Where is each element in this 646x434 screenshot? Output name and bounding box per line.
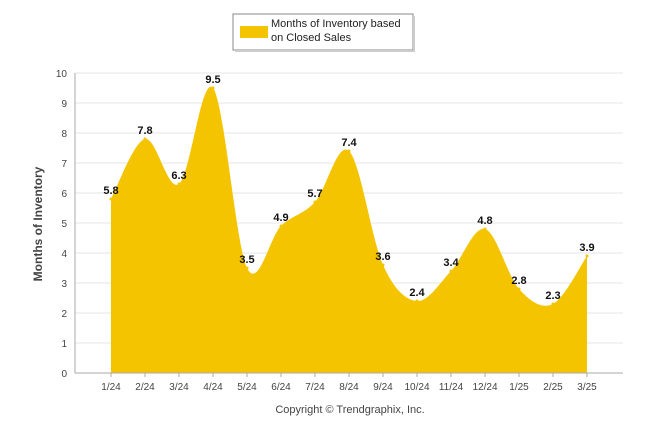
legend-label-line1: Months of Inventory based <box>271 18 401 30</box>
data-point <box>109 197 113 201</box>
axes <box>74 73 623 377</box>
data-label: 6.3 <box>171 170 186 182</box>
data-label: 3.4 <box>443 257 459 269</box>
data-point <box>517 287 521 291</box>
data-label: 2.4 <box>409 287 425 299</box>
x-tick-label: 6/24 <box>271 382 291 393</box>
x-tick-label: 2/25 <box>543 382 563 393</box>
data-point <box>313 200 317 204</box>
x-tick-label: 8/24 <box>339 382 359 393</box>
data-label: 5.7 <box>307 188 322 200</box>
data-label: 4.9 <box>273 212 288 224</box>
x-tick-label: 10/24 <box>404 382 429 393</box>
data-label: 3.6 <box>375 251 390 263</box>
data-point <box>449 269 453 273</box>
x-tick-labels: 1/24 2/24 3/24 4/24 5/24 6/24 7/24 8/24 9/24 10/2… <box>101 382 597 393</box>
y-tick-label: 4 <box>61 249 67 260</box>
legend-label-line2: on Closed Sales <box>271 32 352 44</box>
data-point <box>177 182 181 186</box>
data-label: 4.8 <box>477 215 492 227</box>
data-point <box>551 302 555 306</box>
data-labels: 5.8 7.8 6.3 9.5 3.5 4.9 5.7 7.4 3.6 2.4 3.4 4.8 2.8 2… <box>103 74 594 302</box>
legend[interactable]: Months of Inventory based on Closed Sale… <box>232 13 415 52</box>
data-label: 2.8 <box>511 275 526 287</box>
data-point <box>415 299 419 303</box>
data-label: 7.8 <box>137 125 152 137</box>
data-point <box>483 227 487 231</box>
data-label: 3.5 <box>239 254 254 266</box>
data-label: 7.4 <box>341 137 357 149</box>
y-tick-label: 7 <box>61 159 67 170</box>
y-tick-label: 2 <box>61 309 67 320</box>
x-tick-label: 3/25 <box>577 382 597 393</box>
data-point <box>279 224 283 228</box>
legend-box-shadow-bottom <box>235 50 415 52</box>
data-label: 2.3 <box>545 290 560 302</box>
x-tick-label: 3/24 <box>169 382 189 393</box>
y-tick-label: 6 <box>61 189 67 200</box>
y-tick-label: 3 <box>61 279 67 290</box>
x-tick-label: 2/24 <box>135 382 155 393</box>
data-label: 3.9 <box>579 242 594 254</box>
y-tick-labels: 0 1 2 3 4 5 6 7 8 9 10 <box>56 69 68 380</box>
data-point <box>143 137 147 141</box>
data-point <box>245 266 249 270</box>
x-tick-label: 1/24 <box>101 382 121 393</box>
x-tick-label: 4/24 <box>203 382 223 393</box>
y-tick-label: 0 <box>61 369 67 380</box>
legend-box-shadow <box>413 16 415 52</box>
y-tick-label: 8 <box>61 129 67 140</box>
area-series <box>109 86 589 373</box>
data-label: 5.8 <box>103 185 118 197</box>
y-tick-label: 9 <box>61 99 67 110</box>
x-tick-label: 7/24 <box>305 382 325 393</box>
x-tick-label: 9/24 <box>373 382 393 393</box>
copyright-text: Copyright © Trendgraphix, Inc. <box>275 404 424 416</box>
data-point <box>381 263 385 267</box>
legend-swatch <box>240 26 268 38</box>
x-tick-label: 1/25 <box>509 382 529 393</box>
data-point <box>347 149 351 153</box>
x-tick-label: 11/24 <box>439 382 464 393</box>
y-tick-label: 1 <box>61 339 67 350</box>
data-label: 9.5 <box>205 74 220 86</box>
data-point <box>211 86 215 90</box>
area-fill <box>111 86 587 373</box>
data-point <box>585 254 589 258</box>
x-tick-label: 5/24 <box>237 382 257 393</box>
x-tick-label: 12/24 <box>472 382 497 393</box>
y-axis-label: Months of Inventory <box>31 166 45 281</box>
y-tick-label: 5 <box>61 219 67 230</box>
y-tick-label: 10 <box>56 69 68 80</box>
